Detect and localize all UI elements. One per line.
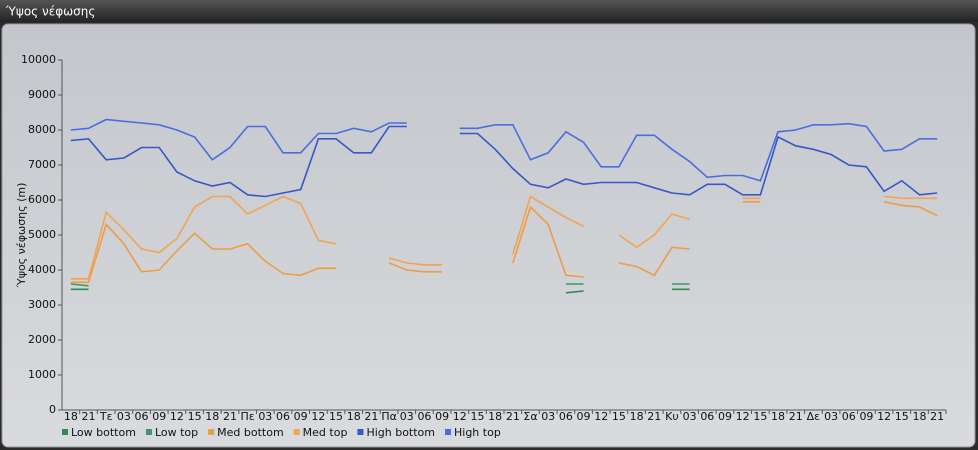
x-tick-label: 12 <box>594 410 608 423</box>
x-tick-label: 06 <box>559 410 573 423</box>
legend-swatch <box>445 429 451 435</box>
x-tick-label: 03 <box>824 410 838 423</box>
series-line <box>70 288 690 294</box>
x-tick-label: 18 <box>347 410 361 423</box>
title-bar <box>0 0 978 22</box>
x-tick-label: 21 <box>364 410 378 423</box>
x-tick-label: Δε <box>807 410 821 423</box>
y-tick-label: 9000 <box>28 88 56 101</box>
legend-swatch <box>357 429 364 435</box>
x-tick-label: 18 <box>912 410 926 423</box>
x-tick-label: 18 <box>64 410 78 423</box>
legend-swatch <box>62 429 68 435</box>
y-tick-label: 2000 <box>28 333 56 346</box>
y-tick-label: 1000 <box>28 368 56 381</box>
x-tick-label: 03 <box>117 410 131 423</box>
x-tick-label: Πε <box>241 410 255 423</box>
x-tick-label: 09 <box>435 410 449 423</box>
series-line <box>70 195 938 280</box>
chart-panel <box>1 23 976 448</box>
x-tick-label: 12 <box>877 410 891 423</box>
x-tick-label: 21 <box>223 410 237 423</box>
legend-swatch <box>208 429 215 435</box>
x-tick-label: 15 <box>612 410 626 423</box>
x-tick-label: 21 <box>82 410 96 423</box>
x-tick-label: 21 <box>930 410 944 423</box>
x-tick-label: 15 <box>470 410 484 423</box>
series-line <box>70 201 938 284</box>
y-tick-label: 3000 <box>28 298 56 311</box>
x-tick-label: 06 <box>417 410 431 423</box>
y-tick-label: 4000 <box>28 263 56 276</box>
x-tick-label: 09 <box>577 410 591 423</box>
y-tick-label: 7000 <box>28 158 56 171</box>
x-tick-label: 15 <box>188 410 202 423</box>
x-tick-label: Τε <box>99 410 113 423</box>
x-tick-label: 21 <box>647 410 661 423</box>
x-tick-label: 12 <box>170 410 184 423</box>
legend-label: Low top <box>155 426 198 439</box>
legend-label: High bottom <box>366 426 435 439</box>
x-tick-label: Σα <box>523 410 537 423</box>
x-tick-label: 03 <box>400 410 414 423</box>
x-tick-label: 09 <box>294 410 308 423</box>
x-tick-label: 18 <box>488 410 502 423</box>
x-tick-label: 21 <box>506 410 520 423</box>
y-tick-label: 6000 <box>28 193 56 206</box>
x-tick-label: 03 <box>541 410 555 423</box>
x-tick-label: 18 <box>630 410 644 423</box>
x-tick-label: 12 <box>453 410 467 423</box>
x-tick-label: 09 <box>718 410 732 423</box>
x-tick-label: 06 <box>842 410 856 423</box>
legend-label: Med bottom <box>217 426 284 439</box>
legend-label: High top <box>454 426 501 439</box>
x-tick-label: 12 <box>311 410 325 423</box>
chart-title: Ύψος νέφωσης <box>5 5 95 19</box>
x-tick-label: 03 <box>258 410 272 423</box>
legend-label: Med top <box>303 426 348 439</box>
x-tick-label: 15 <box>329 410 343 423</box>
y-tick-label: 0 <box>49 403 56 416</box>
x-tick-label: 09 <box>152 410 166 423</box>
x-tick-label: 21 <box>789 410 803 423</box>
x-tick-label: 18 <box>771 410 785 423</box>
x-tick-label: 06 <box>276 410 290 423</box>
series-line <box>70 118 938 182</box>
x-tick-label: Πα <box>381 410 397 423</box>
x-tick-label: 06 <box>135 410 149 423</box>
legend-swatch <box>293 429 300 435</box>
x-tick-label: 15 <box>895 410 909 423</box>
y-tick-label: 10000 <box>21 53 56 66</box>
x-tick-label: 06 <box>700 410 714 423</box>
y-axis-title: Ύψος νέφωσης (m) <box>15 183 28 289</box>
y-tick-label: 5000 <box>28 228 56 241</box>
x-tick-label: 15 <box>753 410 767 423</box>
series-line <box>70 283 690 287</box>
x-tick-label: 12 <box>736 410 750 423</box>
x-tick-label: Κυ <box>665 410 679 423</box>
x-tick-label: 09 <box>859 410 873 423</box>
legend-label: Low bottom <box>71 426 136 439</box>
x-tick-label: 03 <box>683 410 697 423</box>
y-tick-label: 8000 <box>28 123 56 136</box>
series-line <box>70 125 938 198</box>
legend-swatch <box>145 429 152 435</box>
x-tick-label: 18 <box>205 410 219 423</box>
